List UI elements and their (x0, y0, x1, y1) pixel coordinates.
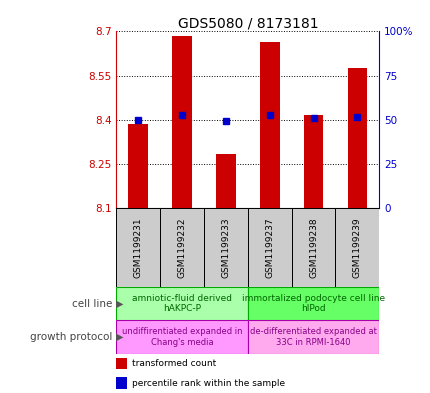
Text: GSM1199231: GSM1199231 (133, 217, 142, 278)
FancyBboxPatch shape (116, 208, 160, 287)
Bar (116, 358, 126, 369)
Text: GSM1199239: GSM1199239 (352, 217, 361, 278)
Text: undiffirentiated expanded in
Chang's media: undiffirentiated expanded in Chang's med… (122, 327, 242, 347)
FancyBboxPatch shape (291, 208, 335, 287)
Bar (215, 154, 235, 208)
FancyBboxPatch shape (247, 287, 378, 320)
FancyBboxPatch shape (247, 320, 378, 354)
Bar (259, 42, 279, 208)
Text: ▶: ▶ (116, 299, 123, 309)
FancyBboxPatch shape (116, 287, 247, 320)
FancyBboxPatch shape (203, 208, 247, 287)
Text: immortalized podocyte cell line
hIPod: immortalized podocyte cell line hIPod (241, 294, 384, 313)
Text: cell line: cell line (71, 299, 112, 309)
Bar (303, 116, 322, 208)
Text: amniotic-fluid derived
hAKPC-P: amniotic-fluid derived hAKPC-P (132, 294, 232, 313)
Text: transformed count: transformed count (132, 359, 216, 368)
Bar (347, 68, 366, 208)
Bar (128, 124, 148, 208)
FancyBboxPatch shape (247, 208, 291, 287)
FancyBboxPatch shape (335, 208, 378, 287)
Text: GSM1199237: GSM1199237 (264, 217, 273, 278)
Title: GDS5080 / 8173181: GDS5080 / 8173181 (177, 16, 317, 30)
Bar (116, 377, 126, 389)
Text: GSM1199233: GSM1199233 (221, 217, 230, 278)
FancyBboxPatch shape (160, 208, 203, 287)
FancyBboxPatch shape (116, 320, 247, 354)
Text: GSM1199238: GSM1199238 (308, 217, 317, 278)
Text: percentile rank within the sample: percentile rank within the sample (132, 379, 285, 387)
Text: GSM1199232: GSM1199232 (177, 217, 186, 278)
Text: de-differentiated expanded at
33C in RPMI-1640: de-differentiated expanded at 33C in RPM… (249, 327, 376, 347)
Text: growth protocol: growth protocol (30, 332, 112, 342)
Bar (172, 36, 191, 208)
Text: ▶: ▶ (116, 332, 123, 342)
